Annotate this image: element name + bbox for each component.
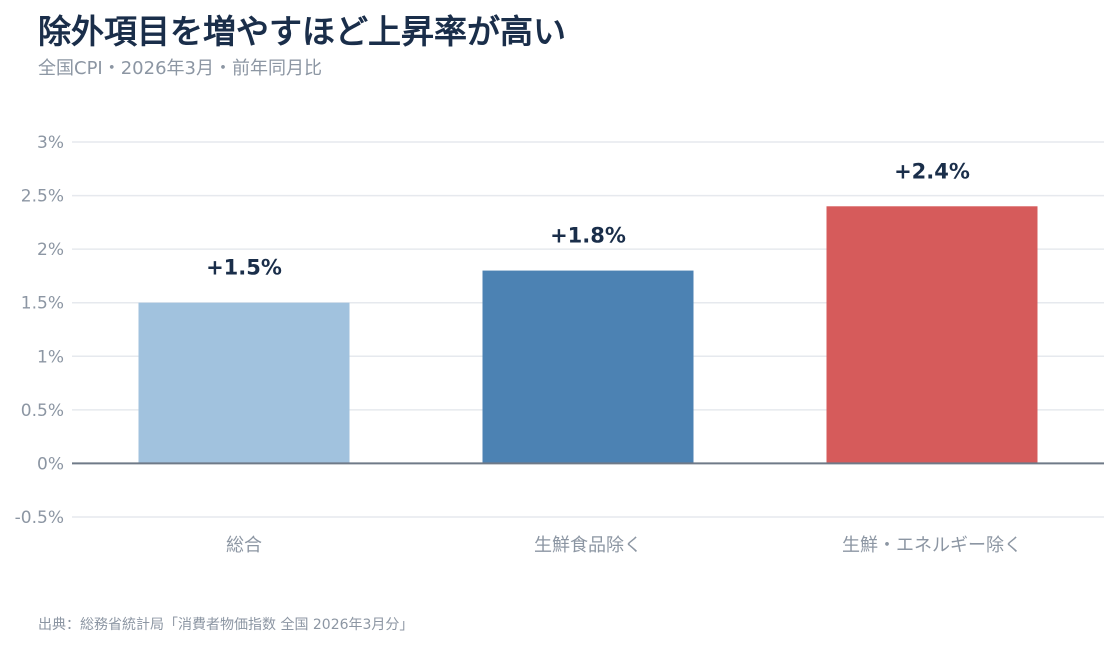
data-label: +2.4% <box>894 159 970 183</box>
bar <box>482 270 694 464</box>
y-tick-label: 0% <box>37 454 64 474</box>
y-tick-label: 3% <box>37 133 64 153</box>
source-note: 出典：総務省統計局「消費者物価指数 全国 2026年3月分」 <box>38 617 414 633</box>
bar <box>826 206 1038 464</box>
y-tick-label: 1% <box>37 347 64 367</box>
x-tick-label: 総合 <box>226 535 262 556</box>
x-tick-label: 生鮮食品除く <box>534 535 642 556</box>
y-tick-label: 0.5% <box>21 401 64 421</box>
bar <box>138 302 350 464</box>
y-tick-label: 2.5% <box>21 187 64 207</box>
chart-subtitle: 全国CPI・2026年3月・前年同月比 <box>38 58 322 79</box>
data-label: +1.8% <box>550 224 626 248</box>
y-tick-label: 1.5% <box>21 294 64 314</box>
y-tick-label: -0.5% <box>15 508 64 528</box>
chart-title: 除外項目を増やすほど上昇率が高い <box>38 12 566 51</box>
x-tick-label: 生鮮・エネルギー除く <box>842 535 1022 556</box>
y-tick-label: 2% <box>37 240 64 260</box>
data-label: +1.5% <box>206 256 282 280</box>
